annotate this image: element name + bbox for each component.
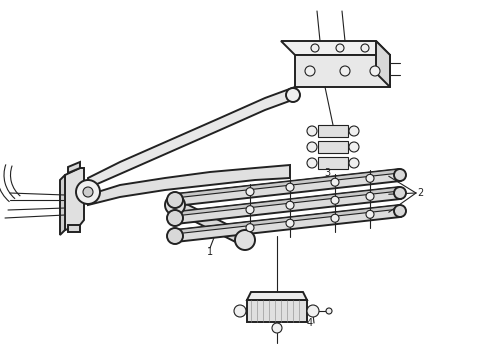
- Text: 1: 1: [207, 247, 213, 257]
- Circle shape: [361, 44, 369, 52]
- Circle shape: [235, 230, 255, 250]
- Circle shape: [246, 188, 254, 196]
- Circle shape: [246, 206, 254, 214]
- Circle shape: [307, 158, 317, 168]
- Polygon shape: [68, 225, 80, 232]
- Circle shape: [349, 126, 359, 136]
- Circle shape: [336, 44, 344, 52]
- Polygon shape: [318, 141, 348, 153]
- Polygon shape: [68, 162, 80, 173]
- Polygon shape: [174, 169, 401, 206]
- Circle shape: [246, 224, 254, 232]
- Polygon shape: [376, 41, 390, 87]
- Circle shape: [167, 192, 183, 208]
- Circle shape: [167, 210, 183, 226]
- Circle shape: [286, 201, 294, 209]
- Circle shape: [286, 219, 294, 227]
- Circle shape: [370, 66, 380, 76]
- Polygon shape: [174, 205, 401, 242]
- Polygon shape: [247, 292, 307, 300]
- Polygon shape: [65, 168, 84, 230]
- Circle shape: [366, 210, 374, 218]
- Polygon shape: [247, 300, 307, 322]
- Circle shape: [366, 174, 374, 182]
- Polygon shape: [318, 125, 348, 137]
- Circle shape: [349, 142, 359, 152]
- Circle shape: [307, 142, 317, 152]
- Circle shape: [394, 169, 406, 181]
- Circle shape: [286, 183, 294, 191]
- Circle shape: [165, 195, 185, 215]
- Circle shape: [331, 214, 339, 222]
- Circle shape: [76, 180, 100, 204]
- Circle shape: [307, 305, 319, 317]
- Polygon shape: [281, 41, 390, 55]
- Circle shape: [307, 126, 317, 136]
- Circle shape: [234, 305, 246, 317]
- Circle shape: [83, 187, 93, 197]
- Polygon shape: [318, 157, 348, 169]
- Text: 4: 4: [307, 318, 313, 328]
- Circle shape: [305, 66, 315, 76]
- Text: 2: 2: [417, 188, 423, 198]
- Circle shape: [349, 158, 359, 168]
- Polygon shape: [172, 200, 247, 246]
- Polygon shape: [174, 169, 399, 198]
- Circle shape: [394, 187, 406, 199]
- Circle shape: [311, 44, 319, 52]
- Polygon shape: [174, 187, 401, 224]
- Polygon shape: [295, 55, 390, 87]
- Circle shape: [272, 323, 282, 333]
- Polygon shape: [88, 87, 295, 188]
- Text: 3: 3: [324, 168, 330, 178]
- Circle shape: [326, 308, 332, 314]
- Polygon shape: [60, 175, 65, 235]
- Polygon shape: [88, 165, 290, 205]
- Circle shape: [167, 228, 183, 244]
- Circle shape: [366, 192, 374, 200]
- Polygon shape: [174, 187, 399, 216]
- Polygon shape: [174, 205, 399, 234]
- Circle shape: [331, 178, 339, 186]
- Circle shape: [394, 205, 406, 217]
- Circle shape: [286, 88, 300, 102]
- Circle shape: [331, 196, 339, 204]
- Circle shape: [340, 66, 350, 76]
